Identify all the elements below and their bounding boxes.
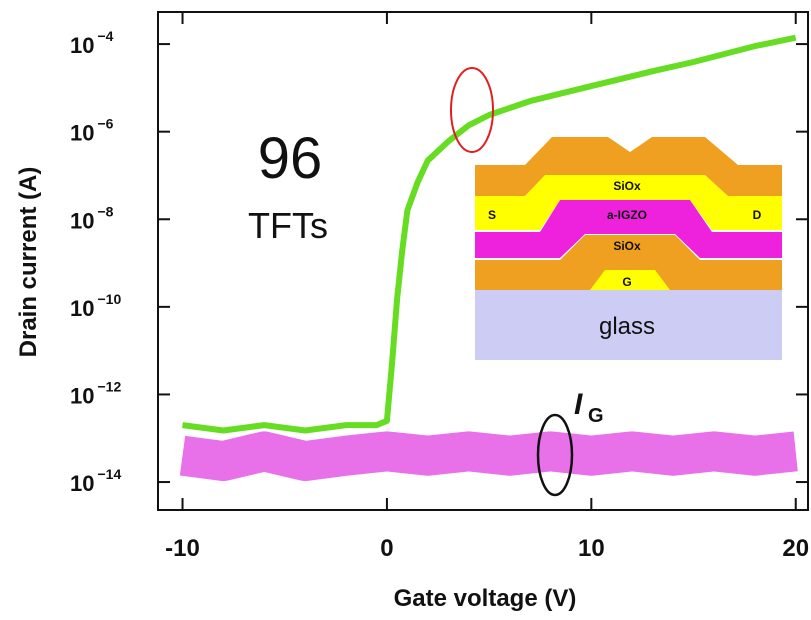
- x-axis-label: Gate voltage (V): [394, 585, 577, 612]
- inset-label: S: [488, 208, 496, 222]
- source-drain-layer: [475, 175, 782, 230]
- x-tick-label: -10: [165, 535, 200, 562]
- y-tick-label: 10 −14: [70, 466, 121, 496]
- x-tick-label: 0: [380, 535, 393, 562]
- channel-layer: [475, 200, 782, 258]
- annotation: 96: [258, 126, 323, 191]
- gate-current-band: [179, 431, 798, 482]
- annotation: TFTs: [248, 205, 328, 246]
- inset-label: SiOx: [613, 239, 641, 253]
- inset-label: a-IGZO: [607, 208, 647, 222]
- plot-frame: [157, 11, 809, 511]
- drain-marker: [450, 67, 494, 153]
- glass-layer: [475, 290, 782, 360]
- annotation: G: [588, 405, 604, 427]
- inset-label: glass: [599, 313, 655, 340]
- gate-marker: [536, 413, 574, 497]
- inset-label: SiOx: [613, 179, 641, 193]
- y-tick-label: 10 −10: [70, 291, 121, 321]
- inset-label: G: [622, 275, 631, 289]
- drain-current-curve: [182, 34, 797, 434]
- y-tick-label: 10 −8: [70, 203, 114, 233]
- x-tick-label: 20: [782, 535, 809, 562]
- gate-insulator-layer: [475, 235, 782, 290]
- top-insulator-layer: [475, 137, 782, 196]
- inset-diagram: SiOx S a-IGZO D SiOx G glass: [475, 137, 782, 360]
- y-axis-label: Drain current (A): [15, 167, 42, 358]
- plot-area: [179, 34, 798, 482]
- y-tick-label: 10 −6: [70, 116, 114, 146]
- annotation: I: [574, 388, 583, 421]
- y-tick-label: 10 −4: [70, 28, 114, 58]
- x-tick-label: 10: [578, 535, 605, 562]
- gate-layer: [590, 270, 670, 290]
- y-tick-label: 10 −12: [70, 378, 121, 408]
- inset-label: D: [753, 208, 762, 222]
